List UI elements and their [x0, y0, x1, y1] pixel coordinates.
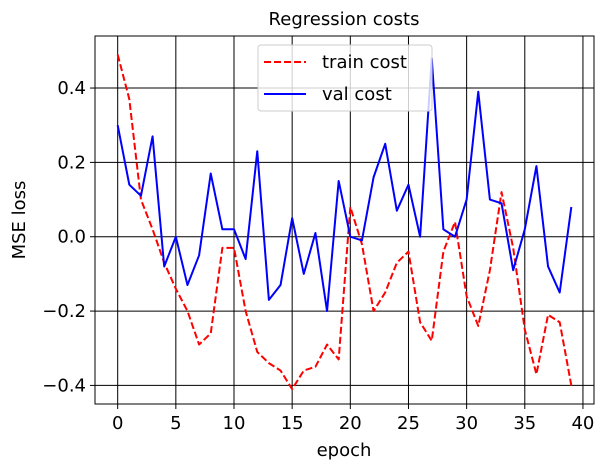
- x-tick-label: 10: [223, 413, 246, 434]
- x-tick-label: 40: [571, 413, 594, 434]
- legend-train-label: train cost: [322, 52, 407, 73]
- x-tick-label: 20: [339, 413, 362, 434]
- axes-frame: [94, 35, 595, 405]
- chart-title: Regression costs: [269, 9, 420, 30]
- val-cost-line: [116, 57, 573, 313]
- x-tick-label: 25: [397, 413, 420, 434]
- x-tick-label: 15: [281, 413, 304, 434]
- x-tick-label: 35: [513, 413, 536, 434]
- train-cost-line: [116, 54, 573, 391]
- plot-frame: [94, 35, 595, 405]
- y-tick-label: −0.2: [42, 301, 86, 322]
- y-tick-label: 0.2: [57, 152, 86, 173]
- tick-marks: 0 5 10 15 20 25 30 35 40 −0.4 −0.2 0.0 0.2 0.4: [42, 78, 594, 434]
- y-tick-label: 0.4: [57, 78, 86, 99]
- y-tick-label: 0.0: [57, 227, 86, 248]
- x-tick-label: 5: [170, 413, 181, 434]
- y-tick-label: −0.4: [42, 375, 86, 396]
- x-tick-label: 0: [112, 413, 123, 434]
- legend: train cost val cost: [257, 44, 433, 112]
- x-tick-label: 30: [455, 413, 478, 434]
- legend-val-label: val cost: [322, 84, 392, 105]
- y-axis-label: MSE loss: [9, 181, 30, 260]
- series-lines: [116, 54, 573, 391]
- x-axis-label: epoch: [317, 440, 372, 461]
